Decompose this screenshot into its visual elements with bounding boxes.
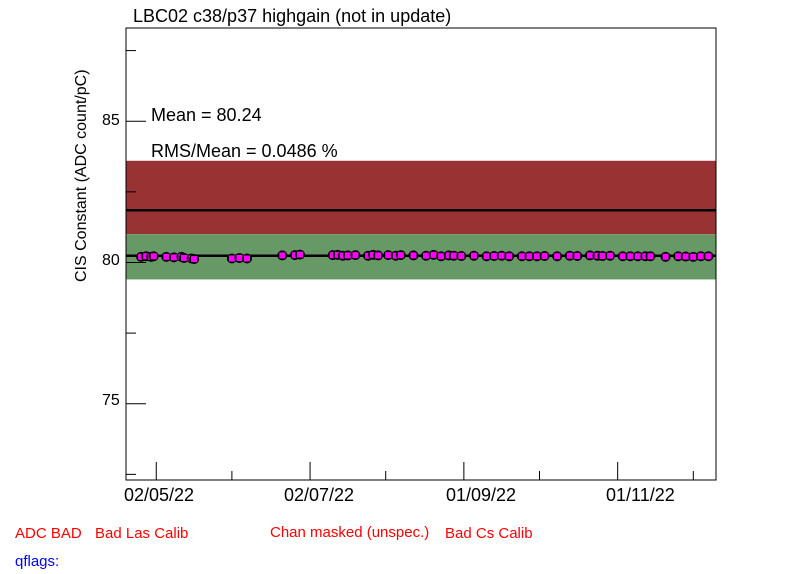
plot-frame bbox=[125, 27, 717, 481]
data-point-fill bbox=[244, 255, 251, 262]
data-point-fill bbox=[375, 252, 382, 259]
data-point-fill bbox=[491, 252, 498, 259]
adc-bad-label: ADC BAD bbox=[15, 525, 82, 542]
mean-text: Mean = 80.24 bbox=[151, 105, 262, 125]
data-point-fill bbox=[392, 252, 399, 259]
data-point-fill bbox=[352, 252, 359, 259]
data-point-fill bbox=[163, 253, 170, 260]
data-point-fill bbox=[675, 253, 682, 260]
data-point-fill bbox=[329, 252, 336, 259]
data-point-fill bbox=[180, 254, 187, 261]
data-point-fill bbox=[279, 252, 286, 259]
x-tick-label: 02/05/22 bbox=[124, 485, 195, 505]
data-point-fill bbox=[541, 252, 548, 259]
data-point-fill bbox=[228, 255, 235, 262]
data-point-fill bbox=[690, 253, 697, 260]
data-point-fill bbox=[647, 253, 654, 260]
data-point-fill bbox=[423, 252, 430, 259]
data-point-fill bbox=[365, 252, 372, 259]
data-point-fill bbox=[506, 253, 513, 260]
data-point-fill bbox=[339, 252, 346, 259]
data-point-fill bbox=[458, 252, 465, 259]
bad-las-calib-label: Bad Las Calib bbox=[95, 525, 189, 542]
data-point-fill bbox=[662, 253, 669, 260]
tolerance-band bbox=[126, 160, 716, 235]
data-point-fill bbox=[682, 253, 689, 260]
chan-masked-label: Chan masked (unspec.) bbox=[270, 524, 430, 541]
data-point-fill bbox=[619, 253, 626, 260]
data-point-fill bbox=[344, 252, 351, 259]
data-point-fill bbox=[533, 253, 540, 260]
data-point-fill bbox=[143, 253, 150, 260]
data-markers bbox=[136, 249, 714, 265]
x-tick-label: 01/11/22 bbox=[606, 485, 675, 505]
tolerance-bands bbox=[126, 160, 716, 280]
data-point-fill bbox=[410, 252, 417, 259]
data-point-fill bbox=[599, 252, 606, 259]
data-point-fill bbox=[296, 251, 303, 258]
data-point-fill bbox=[370, 251, 377, 258]
data-point-fill bbox=[470, 252, 477, 259]
data-point-fill bbox=[642, 253, 649, 260]
data-point-fill bbox=[566, 252, 573, 259]
data-point-fill bbox=[518, 253, 525, 260]
data-point-fill bbox=[634, 253, 641, 260]
data-point-fill bbox=[526, 253, 533, 260]
data-point-fill bbox=[498, 252, 505, 259]
qflags-label: qflags: bbox=[15, 553, 60, 570]
data-point-fill bbox=[483, 253, 490, 260]
data-point-fill bbox=[445, 252, 452, 259]
data-point-fill bbox=[430, 251, 437, 258]
data-point-fill bbox=[291, 252, 298, 259]
data-point-fill bbox=[697, 253, 704, 260]
data-point-fill bbox=[705, 253, 712, 260]
data-point-fill bbox=[334, 251, 341, 258]
data-point-fill bbox=[397, 252, 404, 259]
data-point-fill bbox=[627, 253, 634, 260]
bad-cs-calib-label: Bad Cs Calib bbox=[445, 525, 533, 542]
data-point-fill bbox=[150, 253, 157, 260]
x-tick-label: 01/09/22 bbox=[446, 485, 517, 505]
data-point-fill bbox=[191, 256, 198, 263]
data-point-fill bbox=[607, 252, 614, 259]
data-point-fill bbox=[450, 252, 457, 259]
data-point-fill bbox=[236, 254, 243, 261]
chart-title: LBC02 c38/p37 highgain (not in update) bbox=[133, 6, 452, 26]
data-point-fill bbox=[574, 252, 581, 259]
data-point-fill bbox=[170, 254, 177, 261]
data-point-fill bbox=[438, 253, 445, 260]
rms-text: RMS/Mean = 0.0486 % bbox=[151, 141, 338, 161]
data-point-fill bbox=[554, 253, 561, 260]
data-point-fill bbox=[586, 252, 593, 259]
data-point-fill bbox=[594, 252, 601, 259]
data-point-fill bbox=[385, 252, 392, 259]
y-tick-label: 80 bbox=[102, 252, 120, 269]
axis-ticks bbox=[126, 50, 694, 480]
y-axis-label: CIS Constant (ADC count/pC) bbox=[73, 69, 90, 282]
y-tick-label: 85 bbox=[102, 112, 120, 129]
data-point-fill bbox=[138, 253, 145, 260]
y-tick-label: 75 bbox=[102, 392, 120, 409]
x-tick-label: 02/07/22 bbox=[284, 485, 355, 505]
